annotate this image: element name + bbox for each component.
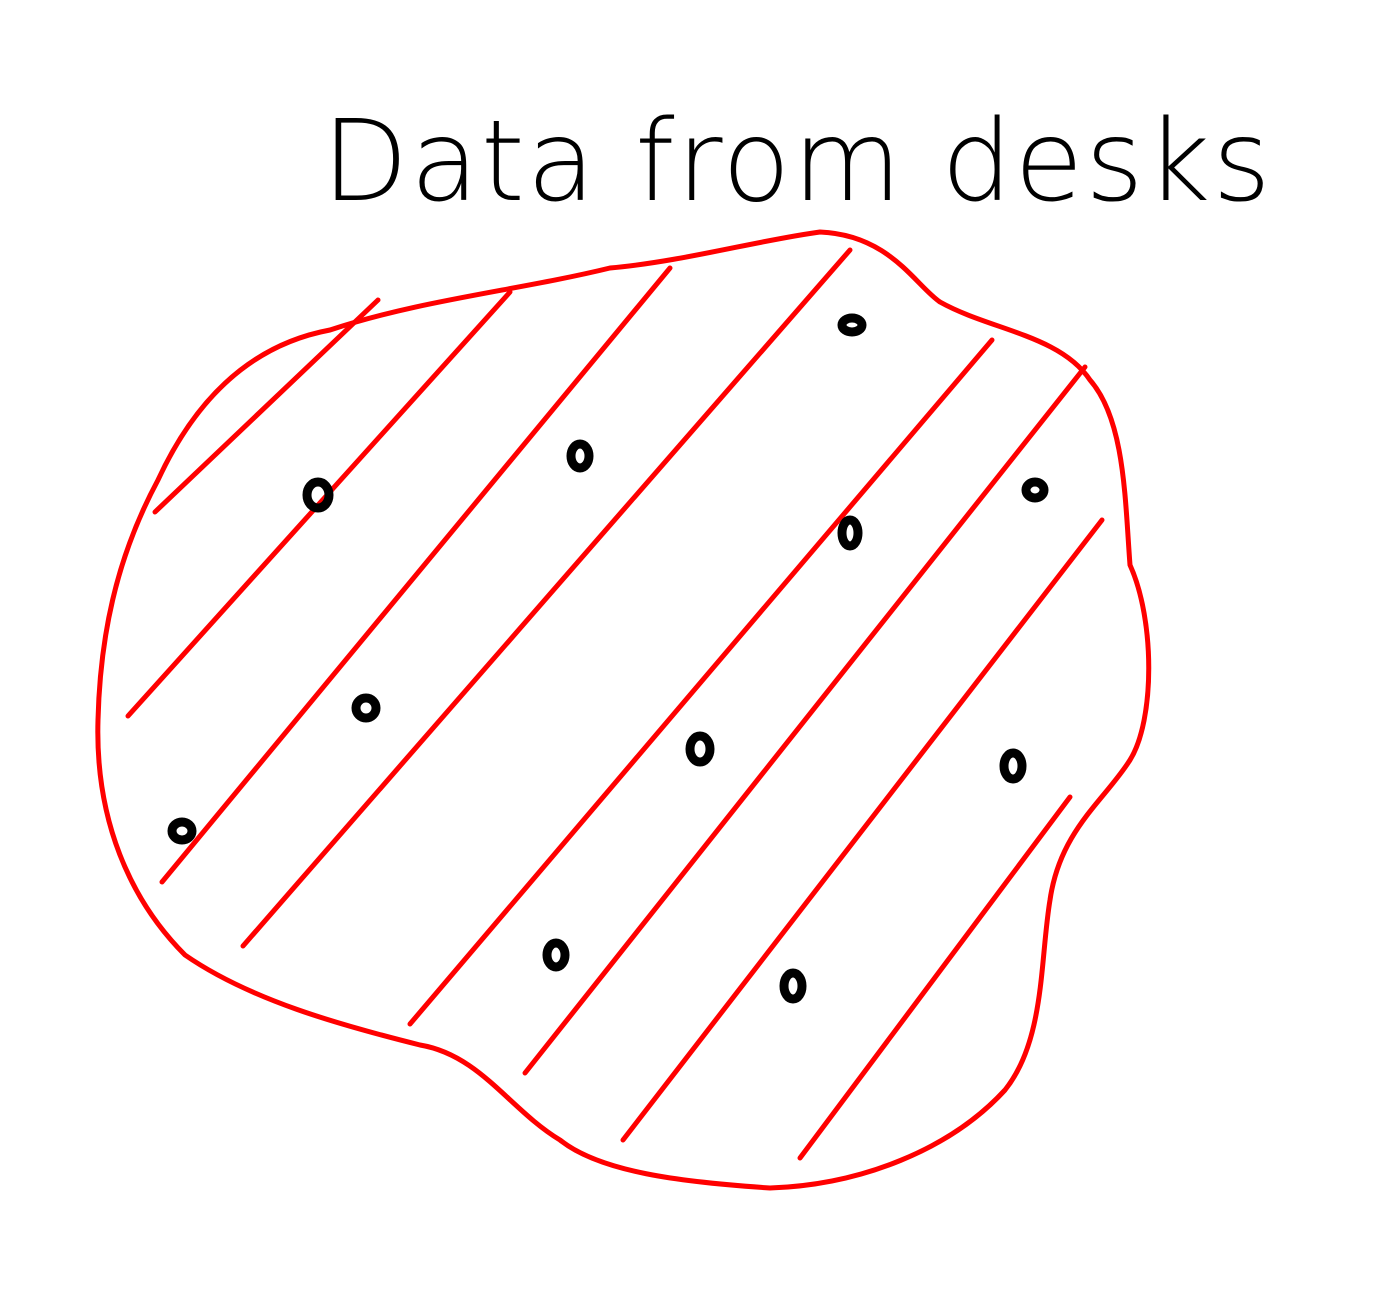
- region-group: [95, 229, 1152, 1191]
- hatch-line: [797, 794, 1073, 1161]
- data-point: [1021, 477, 1049, 503]
- hatch-line: [152, 297, 381, 515]
- data-point: [351, 693, 381, 723]
- hatch-line: [240, 247, 853, 949]
- hatch-line: [522, 364, 1088, 1076]
- data-point: [685, 731, 715, 767]
- data-point: [302, 477, 334, 513]
- hatch-line: [407, 337, 995, 1027]
- data-point: [542, 938, 570, 972]
- data-point: [999, 748, 1027, 784]
- data-point: [566, 439, 594, 473]
- data-point: [837, 313, 867, 337]
- hatch-line: [620, 517, 1105, 1143]
- diagram-title: Data from desks: [322, 97, 1273, 227]
- region-outline: [95, 229, 1152, 1191]
- data-point: [837, 515, 863, 551]
- hatch-line: [159, 265, 673, 885]
- data-points: [167, 313, 1049, 1004]
- data-point: [779, 968, 807, 1004]
- data-point: [167, 817, 197, 845]
